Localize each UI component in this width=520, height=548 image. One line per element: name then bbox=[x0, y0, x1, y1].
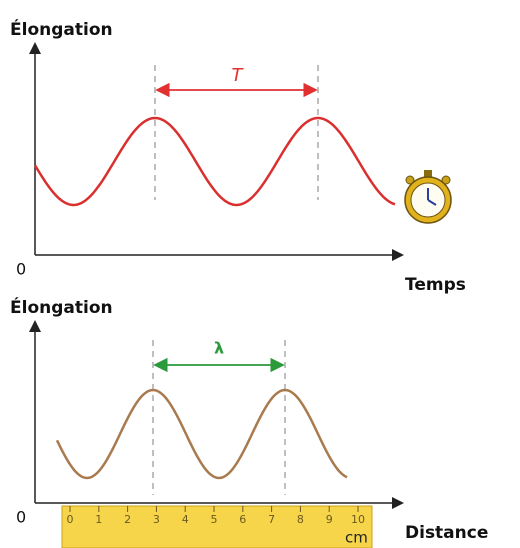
wave bbox=[35, 118, 395, 205]
ruler-number: 4 bbox=[182, 513, 189, 526]
ruler-number: 1 bbox=[95, 513, 102, 526]
stopwatch bbox=[405, 170, 451, 223]
ruler-number: 5 bbox=[211, 513, 218, 526]
wave bbox=[57, 390, 347, 478]
ruler-number: 10 bbox=[351, 513, 365, 526]
diagram: Élongation 0 Temps T Élongation 0 Distan… bbox=[0, 0, 520, 548]
bottom-title: Élongation bbox=[10, 296, 113, 318]
axis-label: Distance bbox=[405, 523, 488, 543]
ruler-number: 3 bbox=[153, 513, 160, 526]
origin-label: 0 bbox=[16, 260, 26, 279]
ruler: cm 0 1 2 3 4 5 6 7 8 9 10 bbox=[62, 506, 372, 548]
ruler-number: 2 bbox=[124, 513, 131, 526]
origin-label: 0 bbox=[16, 508, 26, 527]
ruler-number: 6 bbox=[239, 513, 246, 526]
top-title: Élongation bbox=[10, 18, 113, 40]
ruler-number: 8 bbox=[297, 513, 304, 526]
axis-label: Temps bbox=[405, 275, 466, 295]
ruler-number: 0 bbox=[67, 513, 74, 526]
period-label: T bbox=[232, 65, 245, 86]
ruler-number: 9 bbox=[326, 513, 333, 526]
ruler-number: 7 bbox=[268, 513, 275, 526]
wavelength-label: λ bbox=[214, 339, 224, 358]
ruler-unit: cm bbox=[345, 529, 368, 547]
